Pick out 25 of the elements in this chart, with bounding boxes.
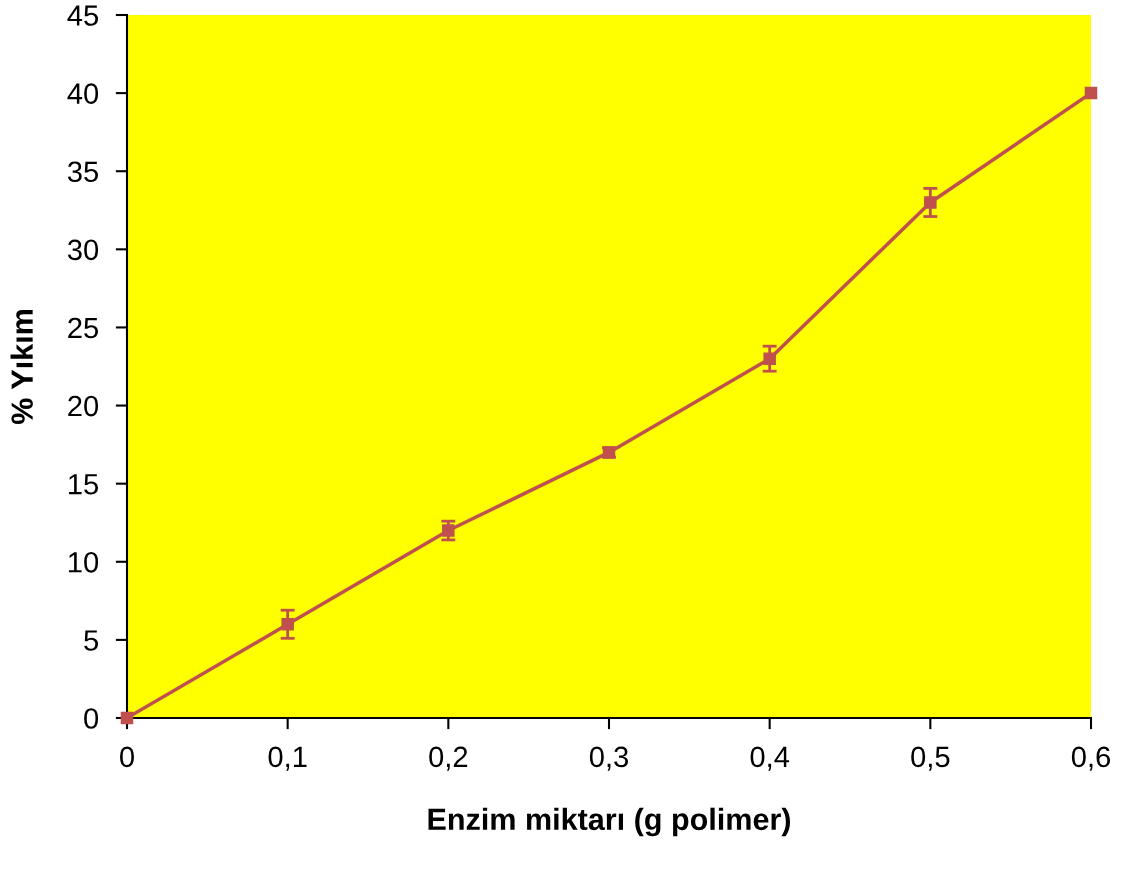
point — [1084, 86, 1098, 100]
x-tick-label: 0,3 — [589, 746, 628, 771]
x-tick-label: 0,5 — [911, 746, 950, 771]
y-tick-label: 20 — [68, 395, 99, 417]
point — [281, 618, 294, 631]
point — [120, 711, 134, 725]
x-tick-label: 0,2 — [429, 746, 468, 771]
y-tick-label: 10 — [69, 551, 99, 573]
y-tick-label: 35 — [67, 161, 98, 183]
x-tick-label: 0,1 — [268, 746, 307, 771]
y-tick-label: 30 — [67, 239, 99, 261]
y-tick-label: 25 — [68, 317, 98, 339]
y-tick-label: 40 — [67, 83, 99, 104]
x-tick-label: 0,6 — [1071, 746, 1110, 771]
x-tick-label: 0,4 — [750, 746, 790, 771]
y-tick-label: 0 — [84, 708, 99, 729]
x-axis-title: Enzim miktarı (g polimer) — [428, 807, 790, 837]
point — [763, 352, 776, 365]
point — [924, 196, 937, 209]
y-axis-title: % Yıkım — [10, 310, 33, 425]
x-tick-label: 0 — [120, 746, 134, 768]
point — [442, 524, 455, 537]
y-tick-label: 5 — [84, 630, 98, 651]
y-tick-label: 15 — [69, 474, 98, 495]
y-tick-label: 45 — [67, 5, 98, 26]
